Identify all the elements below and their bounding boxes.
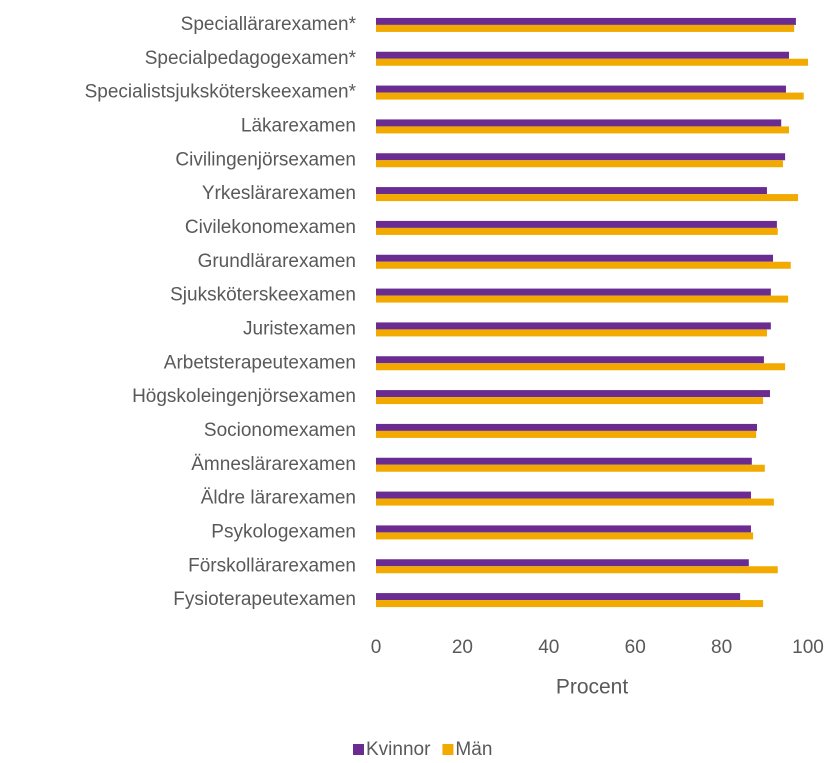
y-tick-label: Juristexamen [243,318,356,339]
bar [376,322,771,330]
y-tick-label: Speciallärarexamen* [181,14,357,35]
y-tick-label: Specialpedagogexamen* [145,48,357,69]
bar [376,600,764,608]
y-tick-label: Fysioterapeutexamen [173,589,356,610]
bar [376,559,749,567]
bar [376,227,778,235]
bar [376,261,791,269]
bar [376,288,771,296]
y-tick-label: Läkarexamen [241,115,356,136]
bar [376,525,751,533]
y-tick-label: Civilingenjörsexamen [175,149,356,170]
y-tick-label: Förskollärarexamen [188,555,356,576]
bar [376,24,795,32]
y-tick-label: Arbetsterapeutexamen [164,352,356,373]
bar [376,363,786,371]
bar [376,430,757,438]
bar [376,532,754,540]
y-tick-label: Specialistsjuksköterskeexamen* [85,82,357,103]
bar [376,397,764,405]
x-tick-label: 20 [452,637,473,658]
legend-swatch [353,744,364,755]
legend-label: Män [455,739,492,760]
y-tick-label: Högskoleingenjörsexamen [132,386,356,407]
y-tick-label: Äldre lärarexamen [201,488,356,509]
y-tick-label: Yrkeslärarexamen [202,183,356,204]
bar [376,491,751,499]
y-tick-label: Grundlärarexamen [198,251,356,272]
bar [376,126,789,134]
bar [376,17,796,25]
bar [376,356,764,364]
y-tick-label: Psykologexamen [211,521,356,542]
bar [376,119,782,127]
x-tick-label: 40 [538,637,559,658]
bar [376,92,804,100]
bar [376,457,752,465]
bar [376,566,778,574]
legend-label: Kvinnor [366,739,431,760]
bar [376,329,767,337]
bar [376,593,741,601]
bar [376,51,789,59]
bar [376,390,770,398]
bar [376,85,786,93]
bar [376,220,777,228]
y-tick-label: Socionomexamen [204,420,356,441]
bar [376,464,765,472]
bar [376,295,789,303]
bar [376,160,783,168]
x-tick-label: 100 [792,637,824,658]
x-tick-label: 0 [371,637,382,658]
y-tick-label: Sjuksköterskeexamen [170,285,356,306]
legend-swatch [442,744,454,755]
bar [376,58,808,66]
bar [376,194,799,202]
y-tick-label: Ämneslärarexamen [191,454,356,475]
bar [376,187,767,195]
x-tick-label: 80 [711,637,732,658]
x-tick-label: 60 [625,637,646,658]
x-axis-title: Procent [556,676,629,699]
bar [376,254,774,262]
bar [376,498,774,506]
y-tick-label: Civilekonomexamen [185,217,356,238]
bar [376,153,786,161]
bar [376,423,758,431]
